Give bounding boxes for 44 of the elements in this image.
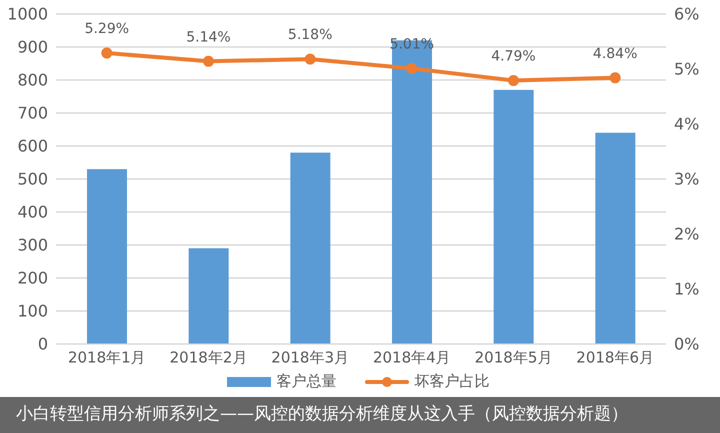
point: [304, 54, 316, 65]
data-label: 5.14%: [186, 29, 231, 46]
y2-tick-label: 5%: [674, 60, 700, 79]
data-label: 5.29%: [84, 21, 130, 38]
legend-label: 坏客户占比: [414, 372, 490, 391]
y-tick-label: 700: [17, 104, 48, 123]
y-tick-label: 100: [17, 302, 48, 321]
bar: [494, 90, 534, 344]
y-tick-label: 300: [17, 236, 48, 255]
y2-tick-label: 1%: [674, 280, 700, 299]
point: [508, 75, 519, 86]
y-tick-label: 800: [17, 70, 48, 90]
y2-tick-label: 6%: [674, 4, 700, 24]
y2-tick-label: 4%: [674, 114, 700, 134]
x-tick-label: 2018年5月: [474, 348, 552, 367]
y-tick-label: 600: [17, 136, 48, 156]
point: [203, 56, 214, 67]
bar: [87, 169, 127, 344]
y-tick-label: 0: [38, 334, 48, 354]
data-label: 4.79%: [491, 48, 536, 65]
data-label: 5.18%: [288, 27, 332, 44]
point: [406, 62, 418, 74]
bar: [392, 40, 432, 344]
y-tick-label: 500: [17, 170, 48, 189]
x-tick-label: 2018年4月: [372, 348, 451, 367]
bar: [290, 152, 330, 344]
y-tick-label: 200: [17, 268, 48, 288]
y2-tick-label: 0%: [674, 334, 700, 354]
data-label: 4.84%: [592, 46, 638, 62]
point: [101, 48, 112, 59]
x-tick-label: 2018年2月: [170, 348, 248, 367]
x-tick-label: 2018年6月: [576, 348, 654, 367]
bar: [595, 132, 636, 344]
x-tick-label: 2018年3月: [271, 348, 350, 367]
y2-tick-label: 3%: [674, 170, 700, 189]
text: 小白转型信用分析师系列之——风控的数据分析维度从这入手（风控数据分析题）: [16, 403, 629, 426]
bar: [188, 248, 229, 344]
y-tick-label: 900: [17, 38, 48, 57]
y-tick-label: 400: [17, 202, 48, 222]
x-tick-label: 2018年1月: [68, 348, 146, 367]
point: [610, 72, 621, 84]
y2-tick-label: 2%: [674, 224, 700, 244]
y-tick-label: 1000: [7, 4, 48, 24]
legend-label: 客户总量: [276, 372, 336, 391]
